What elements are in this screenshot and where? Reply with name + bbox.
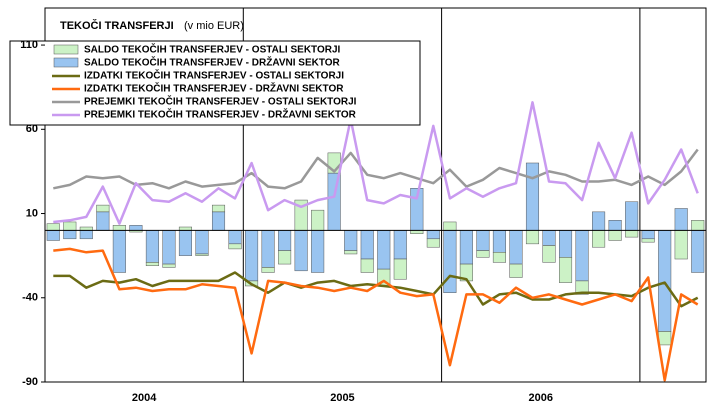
chart-subtitle: (v mio EUR)	[184, 20, 244, 32]
bar	[211, 211, 226, 231]
bar	[294, 230, 308, 272]
bar	[311, 209, 325, 231]
line	[53, 101, 699, 225]
bar	[592, 211, 606, 231]
legend-swatch	[53, 57, 79, 68]
bar	[674, 208, 688, 231]
bar	[178, 226, 192, 231]
bar	[525, 162, 540, 231]
bar	[476, 230, 490, 251]
bar	[360, 230, 374, 260]
legend-label: PREJEMKI TEKOČIH TRANSFERJEV - OSTALI SE…	[84, 95, 357, 108]
y-tick-label: 110	[20, 39, 38, 51]
bar	[608, 230, 622, 241]
bar	[625, 201, 639, 231]
x-tick-label: 2004	[132, 392, 157, 404]
bar	[112, 230, 126, 273]
bar	[542, 230, 556, 246]
bar	[63, 230, 77, 240]
line	[53, 148, 699, 190]
bar	[509, 230, 523, 265]
bar	[377, 230, 391, 270]
bar	[559, 257, 573, 283]
legend-label: SALDO TEKOČIH TRANSFERJEV - DRŽAVNI SEKT…	[84, 56, 341, 69]
bar	[129, 225, 143, 231]
legend-label: IZDATKI TEKOČIH TRANSFERJEV - DRŽAVNI SE…	[84, 82, 344, 95]
x-tick-label: 2006	[529, 392, 553, 404]
bar	[195, 230, 209, 255]
bar	[575, 230, 589, 282]
bar	[443, 230, 457, 293]
plot-frame	[44, 7, 707, 383]
bar	[145, 230, 159, 263]
bar	[492, 230, 506, 253]
bar	[641, 230, 655, 240]
y-tick-label: -40	[22, 292, 38, 304]
bar	[691, 220, 705, 231]
bar	[459, 230, 473, 265]
bar	[311, 230, 325, 273]
bar	[96, 204, 110, 213]
bar	[542, 245, 556, 263]
bar	[211, 204, 226, 213]
bar	[46, 223, 60, 231]
bar	[261, 267, 275, 273]
legend-box	[9, 40, 421, 126]
bar	[145, 262, 159, 267]
line	[53, 247, 699, 382]
y-tick-label: 10	[26, 207, 38, 219]
bar	[344, 250, 358, 255]
x-tick-label: 2005	[330, 392, 354, 404]
bar	[112, 225, 126, 231]
bar	[79, 230, 93, 240]
bar	[476, 250, 490, 258]
bar	[360, 258, 374, 273]
bar	[559, 230, 573, 258]
bar	[195, 253, 209, 256]
bar	[658, 331, 672, 346]
bar	[691, 230, 705, 273]
bar	[625, 230, 639, 238]
y-tick-label: 60	[26, 123, 38, 135]
legend: SALDO TEKOČIH TRANSFERJEV - OSTALI SEKTO…	[9, 40, 421, 126]
legend-swatch	[53, 44, 79, 55]
bar	[46, 230, 60, 241]
bar	[492, 252, 506, 263]
chart-title: TEKOČI TRANSFERJI	[60, 19, 174, 32]
bar	[509, 263, 523, 278]
bar	[575, 280, 589, 295]
bar	[162, 230, 176, 265]
bar	[443, 221, 457, 231]
bar	[525, 230, 540, 245]
bar	[162, 263, 176, 268]
bar	[261, 230, 275, 268]
bar	[79, 226, 93, 231]
legend-label: SALDO TEKOČIH TRANSFERJEV - OSTALI SEKTO…	[84, 43, 341, 56]
bar	[228, 230, 242, 245]
bar	[63, 221, 77, 231]
legend-label: PREJEMKI TEKOČIH TRANSFERJEV - DRŽAVNI S…	[84, 108, 357, 121]
bar	[178, 230, 192, 256]
bar	[393, 258, 407, 280]
bar	[426, 238, 440, 248]
bar	[228, 243, 242, 250]
bar	[410, 230, 424, 234]
legend-label: IZDATKI TEKOČIH TRANSFERJEV - OSTALI SEK…	[84, 69, 344, 82]
bar	[608, 220, 622, 231]
bar	[426, 230, 440, 240]
bar	[96, 211, 110, 231]
bar	[278, 250, 292, 265]
bar	[245, 230, 259, 282]
bar	[658, 230, 672, 332]
bar	[393, 230, 407, 260]
bar	[278, 230, 292, 251]
marks	[45, 8, 706, 382]
bar	[641, 238, 655, 243]
bar	[674, 230, 688, 260]
y-tick-label: -90	[22, 376, 38, 388]
bar	[592, 230, 606, 248]
bar	[344, 230, 358, 251]
